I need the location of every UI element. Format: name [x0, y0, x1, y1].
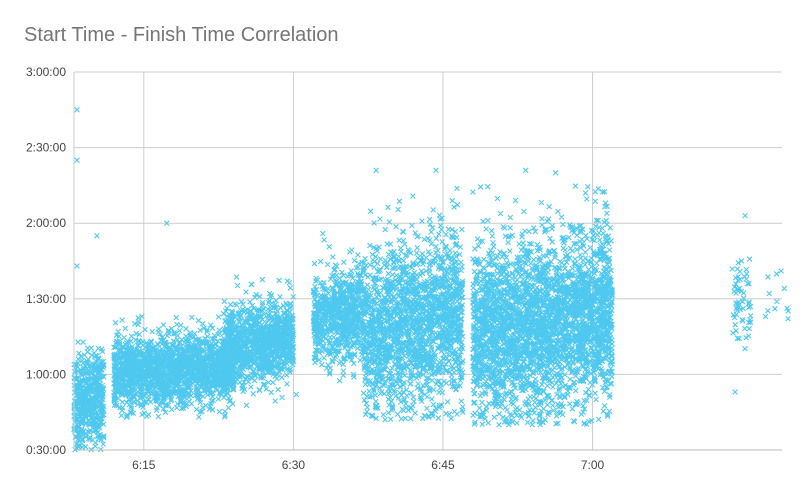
data-point — [74, 107, 80, 113]
data-point — [742, 212, 748, 219]
data-point — [74, 157, 80, 163]
data-point — [522, 167, 529, 174]
data-point — [602, 200, 609, 206]
data-point — [74, 263, 80, 269]
y-tick-label: 2:30:00 — [26, 141, 66, 155]
data-point — [552, 170, 559, 176]
data-points — [71, 107, 791, 453]
y-tick-label: 2:00:00 — [26, 216, 66, 230]
data-point — [293, 391, 300, 398]
chart-title: Start Time - Finish Time Correlation — [24, 24, 339, 46]
data-point — [433, 167, 439, 174]
y-tick-label: 3:00:00 — [26, 65, 66, 79]
x-tick-label: 7:00 — [581, 458, 605, 472]
y-tick-label: 1:30:00 — [26, 292, 66, 306]
x-tick-label: 6:30 — [282, 458, 306, 472]
data-point — [94, 233, 100, 239]
y-tick-label: 1:00:00 — [26, 367, 66, 381]
axes: 0:30:00 1:00:00 1:30:00 2:00:00 2:30:00 3:00:… — [26, 65, 782, 472]
x-tick-label: 6:15 — [132, 458, 156, 472]
data-point — [732, 389, 738, 395]
data-point — [582, 190, 589, 196]
x-tick-label: 6:45 — [431, 458, 455, 472]
point-cloud — [71, 183, 791, 453]
data-point — [373, 167, 379, 174]
y-tick-label: 0:30:00 — [26, 443, 66, 457]
data-point — [163, 220, 170, 226]
